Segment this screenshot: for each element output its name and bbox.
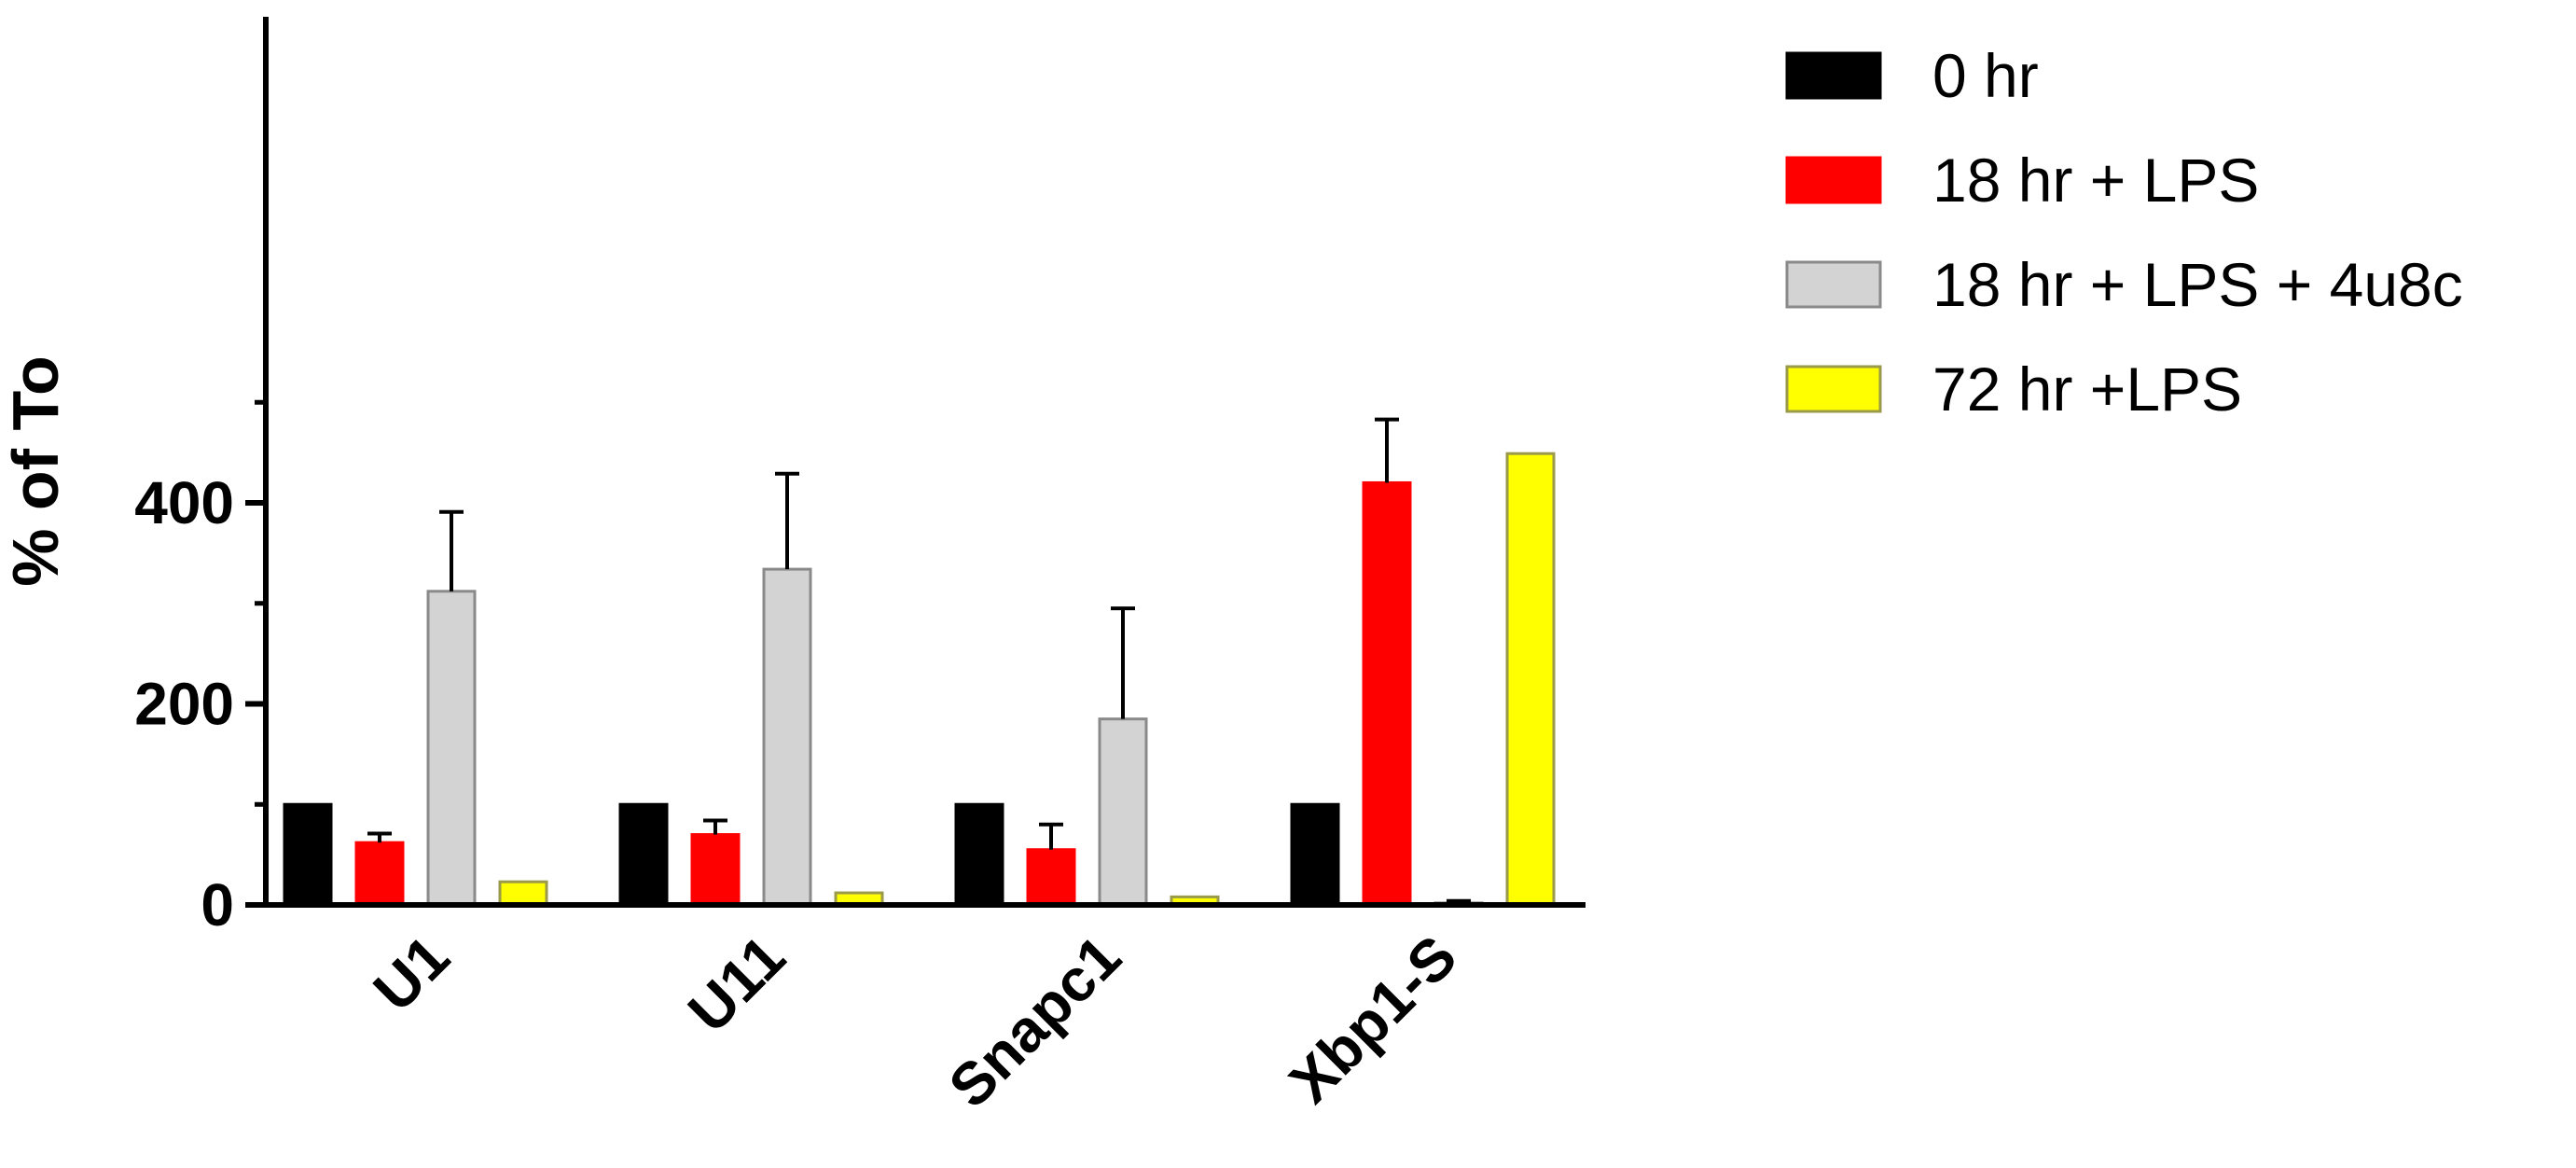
y-tick-label: 400 (134, 469, 234, 536)
bar-u11-series-2 (690, 833, 741, 907)
x-category-label: U1 (361, 923, 463, 1024)
bar-xbp1-s-series-4 (1505, 452, 1556, 907)
x-labels-layer: U1 U11 Snapc1 Xbp1-S (361, 923, 1470, 1120)
x-category-label: Snapc1 (936, 923, 1134, 1120)
legend-label: 0 hr (1932, 41, 2039, 110)
bar-xbp1-s-series-1 (1290, 802, 1340, 907)
x-category-label: Xbp1-S (1277, 923, 1470, 1116)
bar-xbp1-s-series-2 (1362, 480, 1412, 907)
bar-u11-series-3 (762, 567, 812, 907)
bar-u1-series-2 (354, 841, 405, 907)
legend-swatch (1785, 51, 1882, 100)
legend-swatch (1785, 365, 1882, 413)
y-axis-title: % of To (0, 355, 72, 587)
bars-layer (283, 452, 1556, 907)
legend-label: 72 hr +LPS (1932, 355, 2242, 424)
legend-label: 18 hr + LPS (1932, 146, 2259, 215)
x-category-label: U11 (675, 923, 797, 1045)
legend-label: 18 hr + LPS + 4u8c (1932, 250, 2463, 319)
axes-layer (263, 17, 1586, 908)
bar-u1-series-1 (283, 802, 333, 907)
legend: 0 hr 18 hr + LPS 18 hr + LPS + 4u8c 72 hr +… (1785, 41, 2463, 424)
bar-snapc1-series-2 (1026, 848, 1076, 907)
bar-u11-series-1 (618, 802, 669, 907)
bar-u1-series-4 (498, 880, 548, 907)
y-tick-label: 200 (134, 671, 234, 738)
bar-snapc1-series-3 (1098, 717, 1148, 907)
bar-snapc1-series-1 (954, 802, 1004, 907)
legend-swatch (1785, 156, 1882, 204)
legend-swatch (1785, 260, 1882, 309)
y-ticks-layer: 0 200 400 (134, 399, 266, 939)
error-bars-layer (367, 417, 1471, 903)
y-tick-label: 0 (201, 871, 234, 939)
bar-u1-series-3 (426, 590, 477, 907)
